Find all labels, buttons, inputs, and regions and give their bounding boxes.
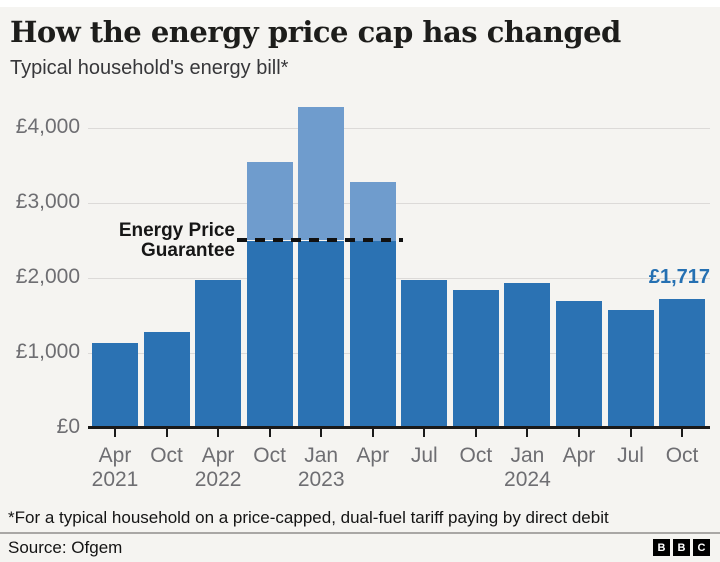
chart-subtitle: Typical household's energy bill* <box>10 57 289 79</box>
x-axis-year-label: 2022 <box>194 468 242 491</box>
x-axis-year-label: 2021 <box>91 468 139 491</box>
bar-oct-2022 <box>246 240 293 428</box>
x-axis-tick <box>217 429 220 437</box>
x-axis-tick <box>371 429 374 437</box>
energy-price-guarantee-dashed-line <box>237 238 403 242</box>
x-axis-year-label: 2023 <box>297 468 345 491</box>
gridline-1000 <box>88 353 710 354</box>
x-axis-month-label: Apr <box>201 444 235 467</box>
x-axis-month-label: Jul <box>410 444 438 467</box>
x-axis-month-label: Apr <box>356 444 390 467</box>
y-axis-tick-label: £2,000 <box>15 265 80 288</box>
energy-price-guarantee-line1: Energy Price <box>118 220 235 241</box>
x-axis-baseline <box>88 426 710 429</box>
y-axis-tick-label: £4,000 <box>15 115 80 138</box>
bar-oct-2023 <box>452 290 499 428</box>
bar-apr-2023-above-guarantee <box>349 182 396 241</box>
x-axis-tick <box>423 429 426 437</box>
bar-apr-2024 <box>555 301 602 428</box>
bbc-logo: B B C <box>653 539 710 556</box>
x-axis-month-label: Oct <box>665 444 699 467</box>
y-axis-tick-label: £3,000 <box>15 190 80 213</box>
x-axis-month-label: Jan <box>304 444 339 467</box>
x-axis-year-label: 2024 <box>504 468 551 491</box>
bbc-logo-letter: B <box>653 539 670 556</box>
gridline-3000 <box>88 203 710 204</box>
bar-oct-2022-above-guarantee <box>246 161 293 241</box>
latest-value-callout: £1,717 <box>648 266 710 288</box>
bar-jan-2024 <box>504 283 551 428</box>
bar-jan-2023-above-guarantee <box>298 107 345 241</box>
x-axis-tick <box>629 429 632 437</box>
x-axis-month-label: Jul <box>617 444 644 467</box>
gridline-4000 <box>88 128 710 129</box>
x-axis-tick <box>681 429 684 437</box>
bar-oct-2024 <box>659 299 706 428</box>
x-axis-tick <box>320 429 323 437</box>
x-axis-tick <box>577 429 580 437</box>
bbc-logo-letter: B <box>673 539 690 556</box>
bar-oct-2021 <box>143 332 190 428</box>
source-credit: Source: Ofgem <box>8 538 123 557</box>
energy-price-guarantee-label: Energy Price Guarantee <box>25 221 235 261</box>
x-axis-month-label: Oct <box>150 444 183 467</box>
footer-divider <box>0 532 720 534</box>
bar-apr-2022 <box>195 280 242 428</box>
x-axis-month-label: Oct <box>253 444 286 467</box>
x-axis-month-label: Jan <box>510 444 545 467</box>
bar-jul-2024 <box>607 310 654 428</box>
top-margin-strip <box>0 0 720 7</box>
y-axis-tick-label: £0 <box>56 415 80 438</box>
x-axis-month-label: Oct <box>459 444 493 467</box>
bar-apr-2021 <box>92 342 138 428</box>
y-axis-tick-label: £1,000 <box>15 340 80 363</box>
bar-jul-2023 <box>401 279 448 428</box>
bbc-logo-letter: C <box>693 539 710 556</box>
x-axis-tick <box>474 429 477 437</box>
x-axis-tick <box>165 429 168 437</box>
energy-price-guarantee-line2: Guarantee <box>141 240 235 261</box>
bar-jan-2023 <box>298 240 345 428</box>
x-axis-month-label: Apr <box>98 444 132 467</box>
x-axis-tick <box>268 429 271 437</box>
x-axis-tick <box>114 429 116 437</box>
chart-title: How the energy price cap has changed <box>10 15 621 49</box>
x-axis-tick <box>526 429 529 437</box>
bar-apr-2023 <box>349 240 396 428</box>
x-axis-month-label: Apr <box>562 444 596 467</box>
chart-footnote: *For a typical household on a price-capp… <box>8 508 609 527</box>
gridline-2000 <box>88 278 710 279</box>
